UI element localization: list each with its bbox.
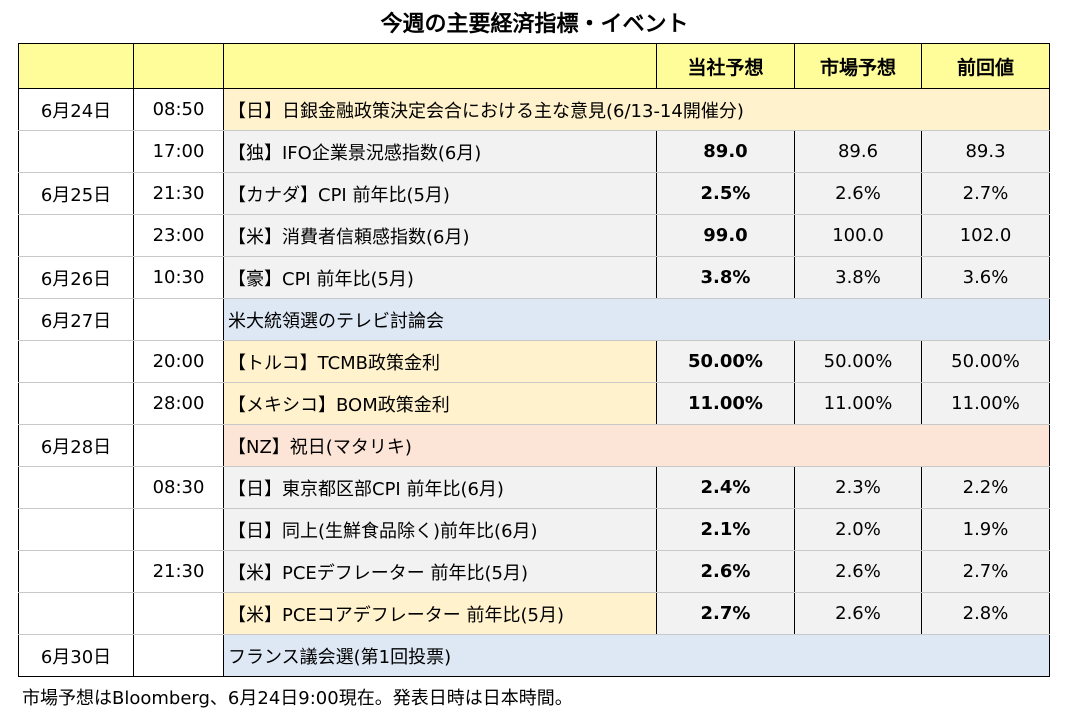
table-row: 17:00 【独】IFO企業景況感指数(6月) 89.0 89.6 89.3 (19, 131, 1050, 173)
own-forecast-cell: 2.5% (657, 173, 795, 215)
own-forecast-cell: 99.0 (657, 215, 795, 257)
date-cell: 6月30日 (19, 635, 134, 677)
consensus-cell: 2.6% (795, 593, 922, 635)
table-row: 6月27日 米大統領選のテレビ討論会 (19, 299, 1050, 341)
table-row: 28:00 【メキシコ】BOM政策金利 11.00% 11.00% 11.00% (19, 383, 1050, 425)
table-row: 6月28日 【NZ】祝日(マタリキ) (19, 425, 1050, 467)
table-row: 23:00 【米】消費者信頼感指数(6月) 99.0 100.0 102.0 (19, 215, 1050, 257)
event-cell: 米大統領選のテレビ討論会 (224, 299, 1050, 341)
consensus-cell: 2.0% (795, 509, 922, 551)
time-cell: 23:00 (134, 215, 224, 257)
date-cell (19, 467, 134, 509)
time-cell (134, 509, 224, 551)
time-cell: 20:00 (134, 341, 224, 383)
event-cell: フランス議会選(第1回投票) (224, 635, 1050, 677)
table-row: 20:00 【トルコ】TCMB政策金利 50.00% 50.00% 50.00% (19, 341, 1050, 383)
event-cell: 【豪】CPI 前年比(5月) (224, 257, 657, 299)
consensus-cell: 2.3% (795, 467, 922, 509)
time-cell: 08:30 (134, 467, 224, 509)
date-cell (19, 215, 134, 257)
own-forecast-cell: 2.6% (657, 551, 795, 593)
indicator-table: 当社予想 市場予想 前回値 6月24日 08:50 【日】日銀金融政策決定会合に… (18, 43, 1050, 677)
date-cell (19, 509, 134, 551)
event-cell: 【日】東京都区部CPI 前年比(6月) (224, 467, 657, 509)
consensus-cell: 89.6 (795, 131, 922, 173)
time-cell: 21:30 (134, 173, 224, 215)
footnote: 市場予想はBloomberg、6月24日9:00現在。発表日時は日本時間。 (22, 684, 573, 710)
header-own-forecast: 当社予想 (657, 44, 795, 89)
header-time (134, 44, 224, 89)
event-cell: 【日】同上(生鮮食品除く)前年比(6月) (224, 509, 657, 551)
event-cell: 【米】消費者信頼感指数(6月) (224, 215, 657, 257)
previous-cell: 3.6% (922, 257, 1050, 299)
time-cell (134, 635, 224, 677)
consensus-cell: 50.00% (795, 341, 922, 383)
own-forecast-cell: 2.1% (657, 509, 795, 551)
previous-cell: 89.3 (922, 131, 1050, 173)
consensus-cell: 11.00% (795, 383, 922, 425)
own-forecast-cell: 50.00% (657, 341, 795, 383)
previous-cell: 11.00% (922, 383, 1050, 425)
table-row: 【米】PCEコアデフレーター 前年比(5月) 2.7% 2.6% 2.8% (19, 593, 1050, 635)
event-cell: 【米】PCEコアデフレーター 前年比(5月) (224, 593, 657, 635)
time-cell: 08:50 (134, 89, 224, 131)
event-cell: 【NZ】祝日(マタリキ) (224, 425, 1050, 467)
table-row: 6月25日 21:30 【カナダ】CPI 前年比(5月) 2.5% 2.6% 2… (19, 173, 1050, 215)
date-cell (19, 131, 134, 173)
table-row: 【日】同上(生鮮食品除く)前年比(6月) 2.1% 2.0% 1.9% (19, 509, 1050, 551)
time-cell (134, 425, 224, 467)
page-title: 今週の主要経済指標・イベント (0, 6, 1069, 38)
table-row: 6月26日 10:30 【豪】CPI 前年比(5月) 3.8% 3.8% 3.6… (19, 257, 1050, 299)
time-cell: 28:00 (134, 383, 224, 425)
date-cell: 6月27日 (19, 299, 134, 341)
date-cell: 6月25日 (19, 173, 134, 215)
time-cell (134, 593, 224, 635)
date-cell (19, 551, 134, 593)
own-forecast-cell: 2.7% (657, 593, 795, 635)
own-forecast-cell: 3.8% (657, 257, 795, 299)
own-forecast-cell: 11.00% (657, 383, 795, 425)
header-event (224, 44, 657, 89)
own-forecast-cell: 2.4% (657, 467, 795, 509)
table-row: 6月30日 フランス議会選(第1回投票) (19, 635, 1050, 677)
event-cell: 【トルコ】TCMB政策金利 (224, 341, 657, 383)
consensus-cell: 100.0 (795, 215, 922, 257)
own-forecast-cell: 89.0 (657, 131, 795, 173)
time-cell: 10:30 (134, 257, 224, 299)
consensus-cell: 2.6% (795, 173, 922, 215)
previous-cell: 2.2% (922, 467, 1050, 509)
date-cell: 6月26日 (19, 257, 134, 299)
header-date (19, 44, 134, 89)
event-cell: 【カナダ】CPI 前年比(5月) (224, 173, 657, 215)
previous-cell: 2.7% (922, 551, 1050, 593)
event-cell: 【メキシコ】BOM政策金利 (224, 383, 657, 425)
consensus-cell: 2.6% (795, 551, 922, 593)
event-cell: 【独】IFO企業景況感指数(6月) (224, 131, 657, 173)
header-consensus: 市場予想 (795, 44, 922, 89)
date-cell: 6月24日 (19, 89, 134, 131)
time-cell: 17:00 (134, 131, 224, 173)
previous-cell: 2.8% (922, 593, 1050, 635)
previous-cell: 1.9% (922, 509, 1050, 551)
date-cell (19, 383, 134, 425)
date-cell (19, 593, 134, 635)
date-cell (19, 341, 134, 383)
table-row: 6月24日 08:50 【日】日銀金融政策決定会合における主な意見(6/13-1… (19, 89, 1050, 131)
previous-cell: 102.0 (922, 215, 1050, 257)
event-cell: 【米】PCEデフレーター 前年比(5月) (224, 551, 657, 593)
event-cell: 【日】日銀金融政策決定会合における主な意見(6/13-14開催分) (224, 89, 1050, 131)
time-cell (134, 299, 224, 341)
date-cell: 6月28日 (19, 425, 134, 467)
consensus-cell: 3.8% (795, 257, 922, 299)
previous-cell: 50.00% (922, 341, 1050, 383)
table-row: 21:30 【米】PCEデフレーター 前年比(5月) 2.6% 2.6% 2.7… (19, 551, 1050, 593)
table-header-row: 当社予想 市場予想 前回値 (19, 44, 1050, 89)
time-cell: 21:30 (134, 551, 224, 593)
table-row: 08:30 【日】東京都区部CPI 前年比(6月) 2.4% 2.3% 2.2% (19, 467, 1050, 509)
header-previous: 前回値 (922, 44, 1050, 89)
previous-cell: 2.7% (922, 173, 1050, 215)
